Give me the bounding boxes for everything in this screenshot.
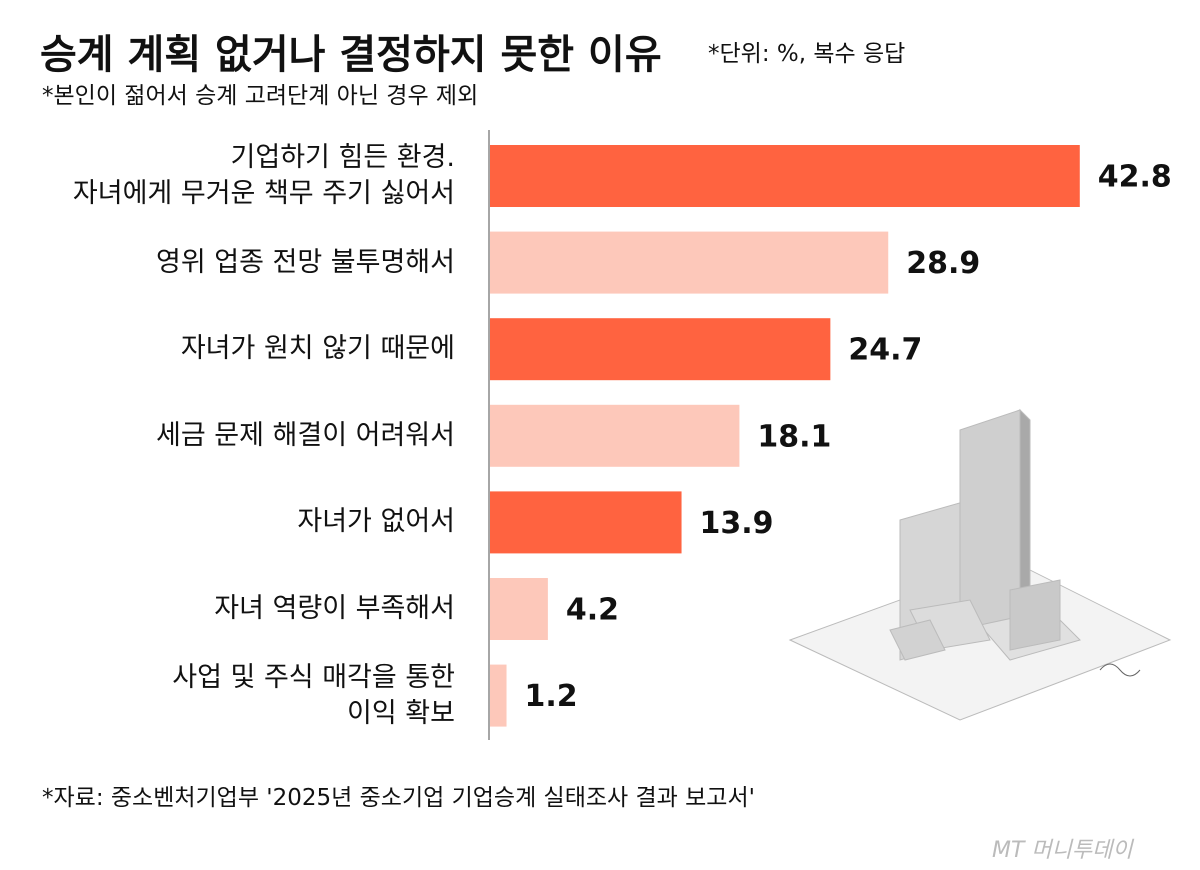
value-label: 24.7: [848, 333, 922, 368]
category-label: 자녀가 없어서: [297, 506, 455, 538]
value-label: 42.8: [1098, 160, 1172, 195]
subtitle: *본인이 젊어서 승계 고려단계 아닌 경우 제외: [42, 83, 479, 109]
category-label: 자녀 역량이 부족해서: [214, 593, 455, 624]
value-label: 4.2: [566, 593, 619, 628]
category-label: 사업 및 주식 매각을 통한 이익 확보: [172, 661, 455, 729]
value-label: 18.1: [757, 419, 831, 454]
bar: [490, 664, 507, 727]
unit-note: *단위: %, 복수 응답: [708, 41, 906, 67]
value-label: 1.2: [525, 679, 578, 714]
bar: [490, 231, 889, 294]
category-label: 세금 문제 해결이 어려워서: [156, 419, 455, 451]
bar: [490, 318, 831, 381]
value-label: 28.9: [906, 246, 980, 281]
bar: [490, 145, 1080, 207]
logo: MT 머니투데이: [992, 838, 1133, 863]
building-illustration: [788, 408, 1172, 721]
value-label: 13.9: [700, 506, 774, 541]
category-label: 영위 업종 전망 불투명해서: [156, 246, 455, 278]
category-label: 기업하기 힘든 환경. 자녀에게 무거운 책무 주기 싫어서: [72, 142, 455, 209]
bar: [490, 491, 682, 554]
category-label: 자녀가 원치 않기 때문에: [180, 333, 455, 365]
source: *자료: 중소벤처기업부 '2025년 중소기업 기업승계 실태조사 결과 보고…: [42, 785, 755, 811]
bar: [490, 578, 548, 640]
chart-title: 승계 계획 없거나 결정하지 못한 이유: [40, 32, 662, 78]
bar: [490, 404, 740, 467]
